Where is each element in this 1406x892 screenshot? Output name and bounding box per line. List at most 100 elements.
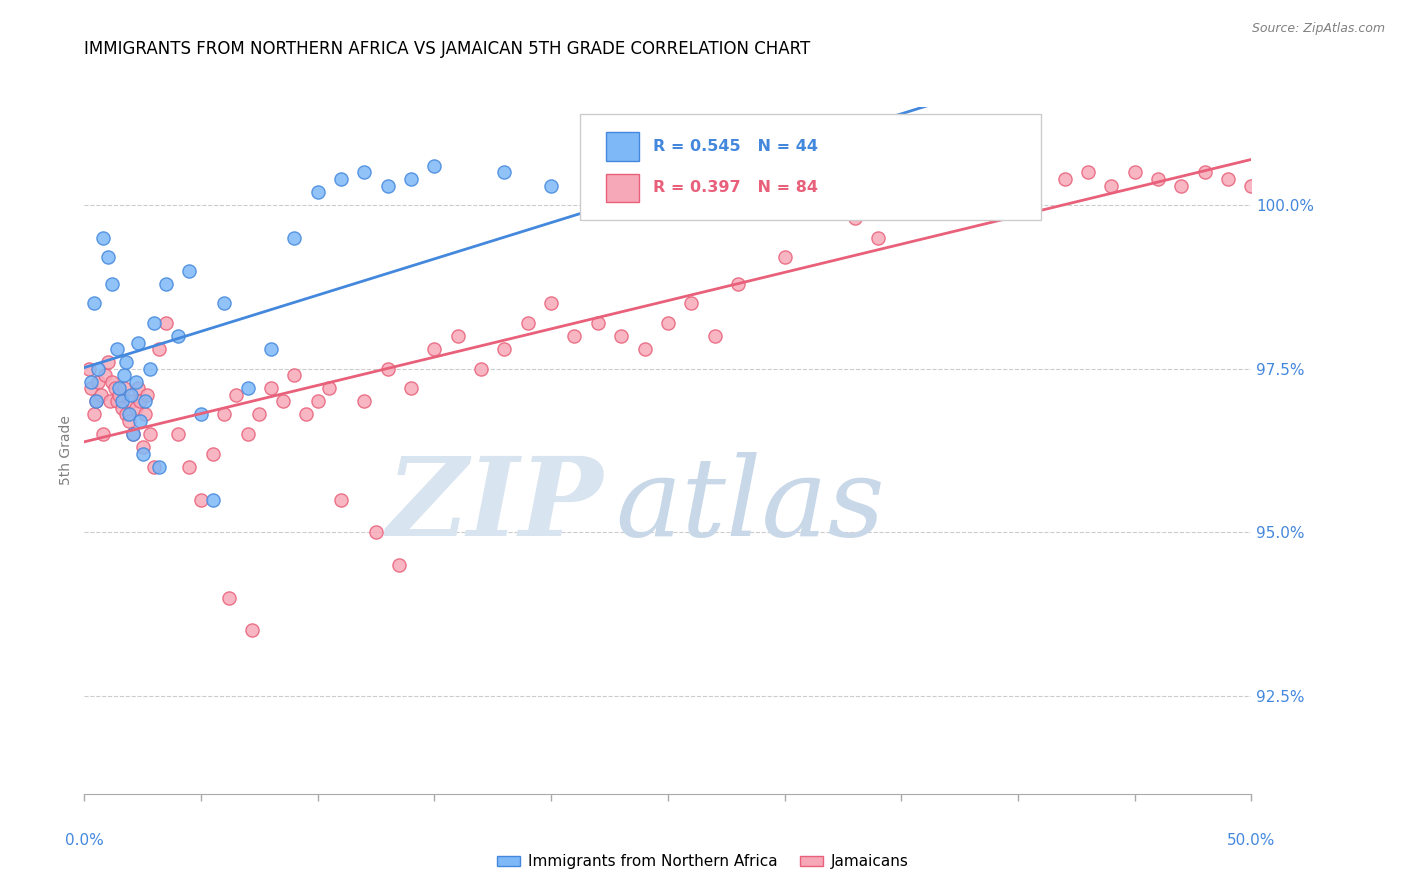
Point (166, 427, 188, 442)
Point (633, 342, 655, 356)
Point (330, 172, 353, 186)
Point (97, 251, 120, 265)
Point (122, 427, 145, 442)
Point (166, 329, 188, 343)
Point (866, 231, 889, 245)
Point (773, 178, 796, 193)
Point (295, 408, 318, 422)
Y-axis label: 5th Grade: 5th Grade (59, 416, 73, 485)
Point (1216, 172, 1239, 186)
Point (586, 316, 609, 330)
Point (104, 381, 127, 395)
Point (1007, 172, 1029, 186)
Point (120, 388, 142, 402)
Point (90, 388, 112, 402)
Point (127, 335, 149, 350)
Point (80, 375, 103, 389)
Point (118, 414, 141, 428)
Point (657, 316, 679, 330)
Point (470, 361, 492, 376)
Point (105, 394, 128, 409)
Point (657, 172, 679, 186)
Point (330, 492, 353, 507)
Point (87, 375, 110, 389)
Point (84, 394, 107, 409)
Point (260, 381, 283, 395)
Point (353, 165, 375, 179)
Point (423, 342, 446, 356)
Point (84, 394, 107, 409)
Point (1099, 178, 1122, 193)
Point (1123, 165, 1146, 179)
Bar (606, 132, 638, 161)
Point (236, 427, 259, 442)
Point (155, 316, 177, 330)
Point (214, 408, 236, 422)
Point (155, 277, 177, 291)
Point (138, 361, 160, 376)
Point (1007, 178, 1029, 193)
Point (1240, 178, 1263, 193)
Point (125, 401, 148, 415)
Point (94, 368, 117, 383)
Point (120, 394, 142, 409)
Point (703, 329, 725, 343)
Point (108, 381, 131, 395)
Text: 50.0%: 50.0% (1227, 833, 1275, 847)
Point (125, 375, 148, 389)
Point (494, 342, 516, 356)
Point (101, 375, 124, 389)
Text: 0.0%: 0.0% (65, 833, 104, 847)
Point (143, 316, 166, 330)
Point (377, 361, 399, 376)
Point (179, 459, 201, 474)
Bar (606, 174, 638, 202)
Point (890, 165, 912, 179)
Text: R = 0.545   N = 44: R = 0.545 N = 44 (652, 139, 818, 153)
Point (983, 165, 1005, 179)
Point (820, 198, 842, 212)
Point (564, 329, 586, 343)
Point (377, 178, 399, 193)
Point (727, 277, 749, 291)
Point (112, 368, 135, 383)
Point (225, 388, 247, 402)
Point (388, 558, 411, 572)
Point (366, 525, 388, 540)
Point (111, 401, 134, 415)
Point (111, 394, 134, 409)
Point (681, 296, 703, 310)
FancyBboxPatch shape (581, 114, 1042, 220)
Point (132, 440, 155, 454)
Point (307, 185, 329, 199)
Point (112, 381, 135, 395)
Point (283, 231, 305, 245)
Point (148, 342, 170, 356)
Point (494, 165, 516, 179)
Point (201, 492, 224, 507)
Point (242, 624, 264, 638)
Point (127, 381, 149, 395)
Point (399, 172, 422, 186)
Point (122, 427, 145, 442)
Point (1170, 178, 1192, 193)
Text: R = 0.397   N = 84: R = 0.397 N = 84 (652, 180, 818, 195)
Point (936, 178, 959, 193)
Point (190, 492, 212, 507)
Point (283, 368, 305, 383)
Point (115, 355, 138, 369)
Point (87, 361, 110, 376)
Point (260, 342, 283, 356)
Point (236, 381, 259, 395)
Point (307, 394, 329, 409)
Point (201, 447, 224, 461)
Point (190, 408, 212, 422)
Point (249, 408, 271, 422)
Point (516, 316, 538, 330)
Point (98, 394, 121, 409)
Text: atlas: atlas (616, 451, 884, 559)
Point (97, 355, 120, 369)
Point (447, 329, 470, 343)
Point (129, 394, 152, 409)
Point (1053, 172, 1076, 186)
